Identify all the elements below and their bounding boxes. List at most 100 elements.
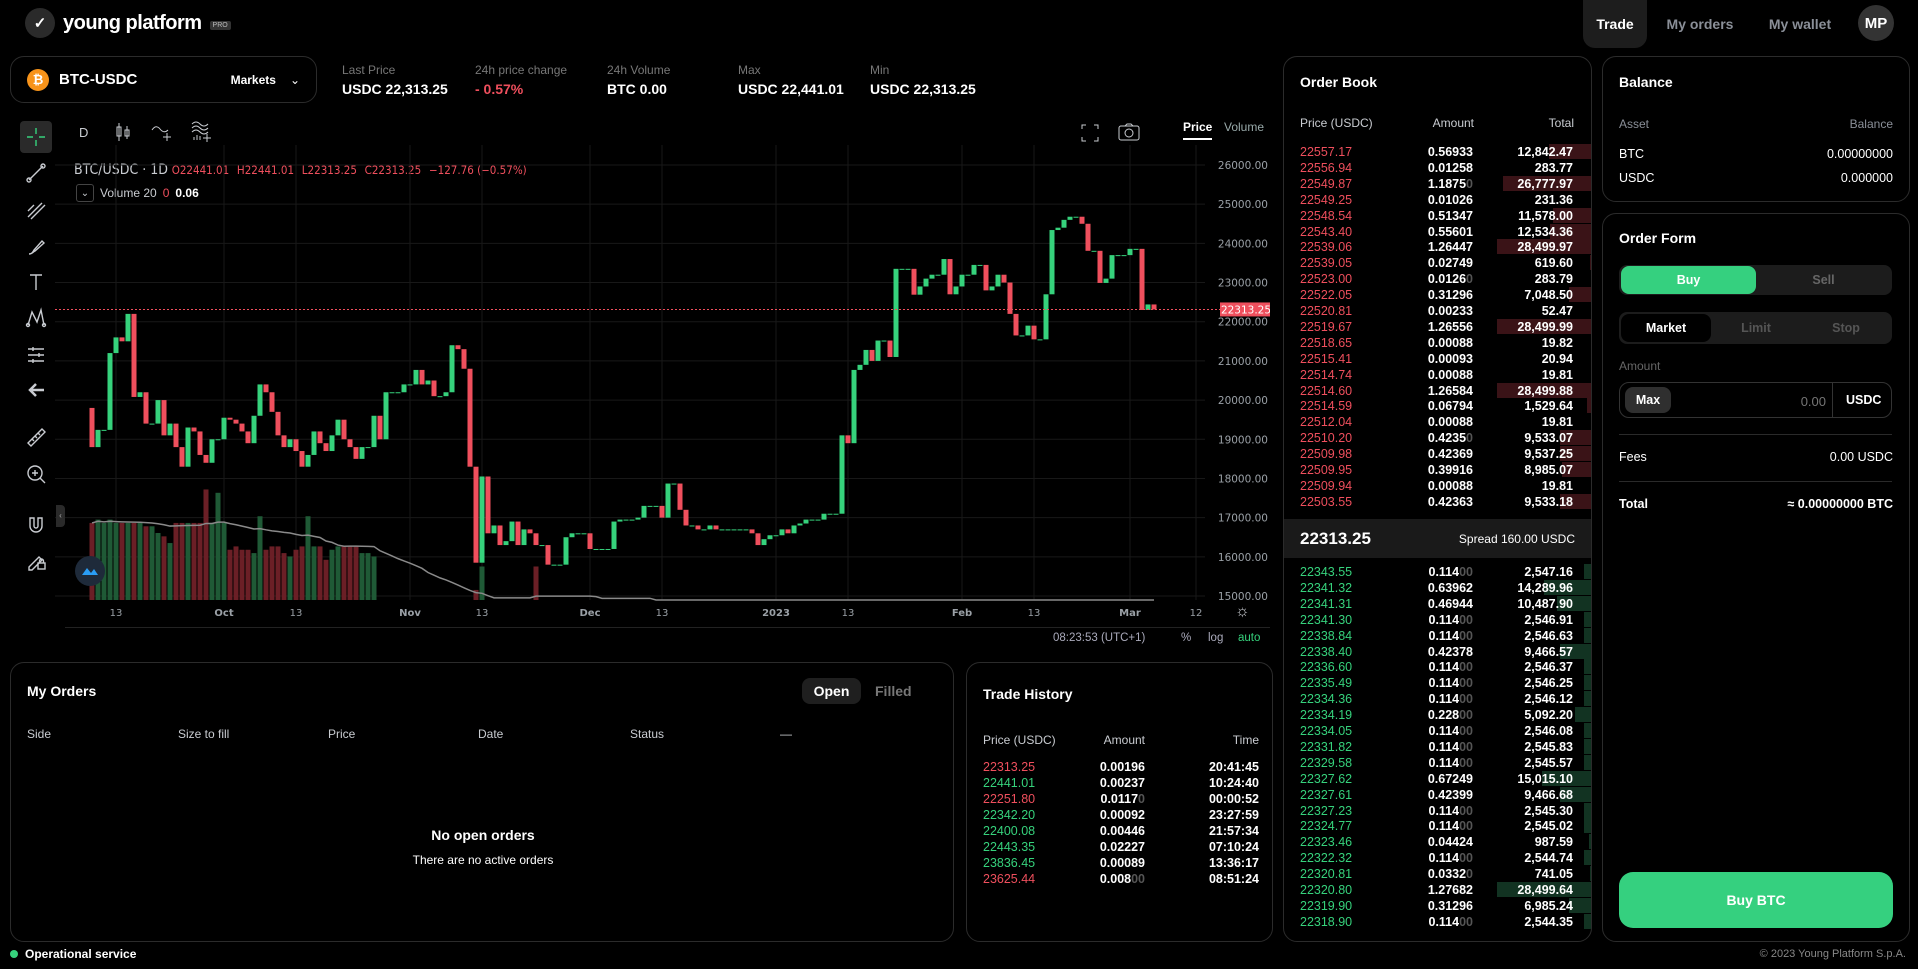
ask-row[interactable]: 22539.06 1.26447 28,499.97	[1284, 239, 1591, 255]
ask-row[interactable]: 22522.05 0.31296 7,048.50	[1284, 287, 1591, 303]
ask-row[interactable]: 22509.98 0.42369 9,537.25	[1284, 446, 1591, 462]
ask-row[interactable]: 22539.05 0.02749 619.60	[1284, 255, 1591, 271]
ask-row[interactable]: 22503.55 0.42363 9,533.18	[1284, 493, 1591, 510]
buy-tab[interactable]: Buy	[1621, 266, 1756, 294]
fullscreen-icon[interactable]	[1080, 123, 1100, 148]
nav-trade[interactable]: Trade	[1583, 0, 1647, 48]
lock-drawings-tool[interactable]	[20, 544, 52, 576]
trend-line-tool[interactable]	[20, 157, 52, 189]
bid-row[interactable]: 22318.90 0.11400 2,544.35	[1284, 913, 1591, 930]
stop-tab[interactable]: Stop	[1832, 321, 1860, 335]
brush-tool[interactable]	[20, 231, 52, 263]
ask-row[interactable]: 22512.04 0.00088 19.81	[1284, 414, 1591, 430]
ask-row[interactable]: 22548.54 0.51347 11,578.00	[1284, 207, 1591, 224]
ask-row[interactable]: 22514.60 1.26584 28,499.88	[1284, 382, 1591, 399]
bid-row[interactable]: 22319.90 0.31296 6,985.24	[1284, 897, 1591, 914]
order-amount: 0.11400	[1429, 756, 1474, 770]
ask-row[interactable]: 22556.94 0.01258 283.77	[1284, 160, 1591, 176]
tab-price[interactable]: Price	[1183, 120, 1213, 140]
pattern-tool[interactable]	[20, 302, 52, 334]
ask-row[interactable]: 22557.17 0.56933 12,842.47	[1284, 144, 1591, 160]
bid-row[interactable]: 22327.23 0.11400 2,545.30	[1284, 802, 1591, 819]
bid-row[interactable]: 22334.36 0.11400 2,546.12	[1284, 691, 1591, 707]
back-arrow-tool[interactable]	[20, 374, 52, 406]
templates-icon[interactable]	[189, 119, 213, 148]
ask-row[interactable]: 22514.74 0.00088 19.81	[1284, 367, 1591, 383]
market-tab[interactable]: Market	[1621, 314, 1711, 342]
ask-row[interactable]: 22518.65 0.00088 19.82	[1284, 335, 1591, 351]
order-total: 2,544.74	[1524, 851, 1573, 866]
tab-open[interactable]: Open	[802, 678, 861, 704]
bid-row[interactable]: 22323.46 0.04424 987.59	[1284, 834, 1591, 850]
bid-row[interactable]: 22327.62 0.67249 15,015.10	[1284, 770, 1591, 787]
tab-filled[interactable]: Filled	[875, 683, 912, 699]
bid-row[interactable]: 22327.61 0.42399 9,466.68	[1284, 786, 1591, 803]
buy-btc-button[interactable]: Buy BTC	[1619, 872, 1893, 928]
price-chart[interactable]: 26000.00 25000.00 24000.00 23000.00 22000.00…	[55, 145, 1270, 625]
amount-currency[interactable]: USDC	[1846, 393, 1882, 407]
collapse-toolbar-handle[interactable]: ‹	[56, 505, 65, 527]
bid-row[interactable]: 22324.77 0.11400 2,545.02	[1284, 818, 1591, 834]
zoom-in-tool[interactable]	[20, 458, 52, 490]
limit-tab[interactable]: Limit	[1741, 321, 1771, 335]
sell-tab[interactable]: Sell	[1812, 273, 1835, 287]
bid-row[interactable]: 22320.80 1.27682 28,499.64	[1284, 882, 1591, 898]
market-selector[interactable]: ₿ BTC-USDC Markets ⌄	[10, 56, 317, 103]
ask-row[interactable]: 22510.20 0.42350 9,533.07	[1284, 430, 1591, 446]
magnet-tool[interactable]	[20, 509, 52, 541]
bid-row[interactable]: 22341.30 0.11400 2,546.91	[1284, 611, 1591, 628]
ask-row[interactable]: 22520.81 0.00233 52.47	[1284, 303, 1591, 319]
bid-row[interactable]: 22341.31 0.46944 10,487.90	[1284, 595, 1591, 612]
crosshair-tool[interactable]	[20, 121, 52, 153]
tab-volume[interactable]: Volume	[1224, 120, 1265, 134]
bid-row[interactable]: 22334.19 0.22800 5,092.20	[1284, 707, 1591, 723]
ruler-tool[interactable]	[20, 421, 52, 453]
candle	[815, 519, 821, 521]
interval-button[interactable]: D	[79, 125, 89, 140]
order-price: 22514.60	[1300, 383, 1353, 398]
ask-row[interactable]: 22549.25 0.01026 231.36	[1284, 192, 1591, 208]
ask-row[interactable]: 22519.67 1.26556 28,499.99	[1284, 318, 1591, 335]
bid-row[interactable]: 22320.81 0.03320 741.05	[1284, 866, 1591, 882]
bid-row[interactable]: 22338.84 0.11400 2,546.63	[1284, 627, 1591, 644]
max-button[interactable]: Max	[1625, 387, 1671, 413]
prediction-tool[interactable]	[20, 339, 52, 371]
indicator-add-icon[interactable]	[150, 121, 174, 148]
amount-input[interactable]	[1676, 389, 1826, 413]
bid-row[interactable]: 22322.32 0.11400 2,544.74	[1284, 850, 1591, 866]
nav-my-wallet[interactable]: My wallet	[1768, 16, 1832, 32]
logo[interactable]: ✓ young platform PRO	[25, 8, 231, 38]
bid-row[interactable]: 22334.05 0.11400 2,546.08	[1284, 723, 1591, 739]
nav-my-orders[interactable]: My orders	[1666, 16, 1734, 32]
ask-row[interactable]: 22523.00 0.01260 283.79	[1284, 271, 1591, 287]
bid-row[interactable]: 22331.82 0.11400 2,545.83	[1284, 738, 1591, 755]
candle-type-icon[interactable]	[112, 121, 134, 148]
bid-row[interactable]: 22341.32 0.63962 14,289.96	[1284, 579, 1591, 596]
percent-toggle[interactable]: %	[1181, 632, 1192, 644]
log-toggle[interactable]: log	[1208, 632, 1224, 644]
candle	[263, 384, 269, 393]
avatar[interactable]: MP	[1858, 5, 1894, 41]
ask-row[interactable]: 22514.59 0.06794 1,529.64	[1284, 398, 1591, 414]
ask-row[interactable]: 22515.41 0.00093 20.94	[1284, 351, 1591, 367]
collapse-legend-button[interactable]: ⌄	[76, 184, 94, 202]
camera-icon[interactable]	[1117, 122, 1141, 147]
ask-row[interactable]: 22509.95 0.39916 8,985.07	[1284, 462, 1591, 478]
bid-row[interactable]: 22336.60 0.11400 2,546.37	[1284, 659, 1591, 675]
chart-settings-icon[interactable]: ☼	[1235, 603, 1250, 620]
lock-drawings-icon	[28, 556, 46, 571]
ask-row[interactable]: 22543.40 0.55601 12,534.36	[1284, 223, 1591, 240]
tradingview-logo[interactable]	[75, 556, 105, 586]
amount-digits: 0.114	[1428, 660, 1460, 675]
bid-row[interactable]: 22335.49 0.11400 2,546.25	[1284, 675, 1591, 691]
trade-amount: 0.01170	[1101, 792, 1146, 806]
order-price: 22514.74	[1300, 367, 1353, 382]
text-tool[interactable]	[20, 266, 52, 298]
bid-row[interactable]: 22338.40 0.42378 9,466.57	[1284, 643, 1591, 660]
auto-toggle[interactable]: auto	[1238, 632, 1261, 644]
ask-row[interactable]: 22549.87 1.18750 26,777.97	[1284, 175, 1591, 192]
fib-tool[interactable]	[20, 194, 52, 226]
ask-row[interactable]: 22509.94 0.00088 19.81	[1284, 478, 1591, 494]
bid-row[interactable]: 22343.55 0.11400 2,547.16	[1284, 564, 1591, 580]
bid-row[interactable]: 22329.58 0.11400 2,545.57	[1284, 754, 1591, 771]
